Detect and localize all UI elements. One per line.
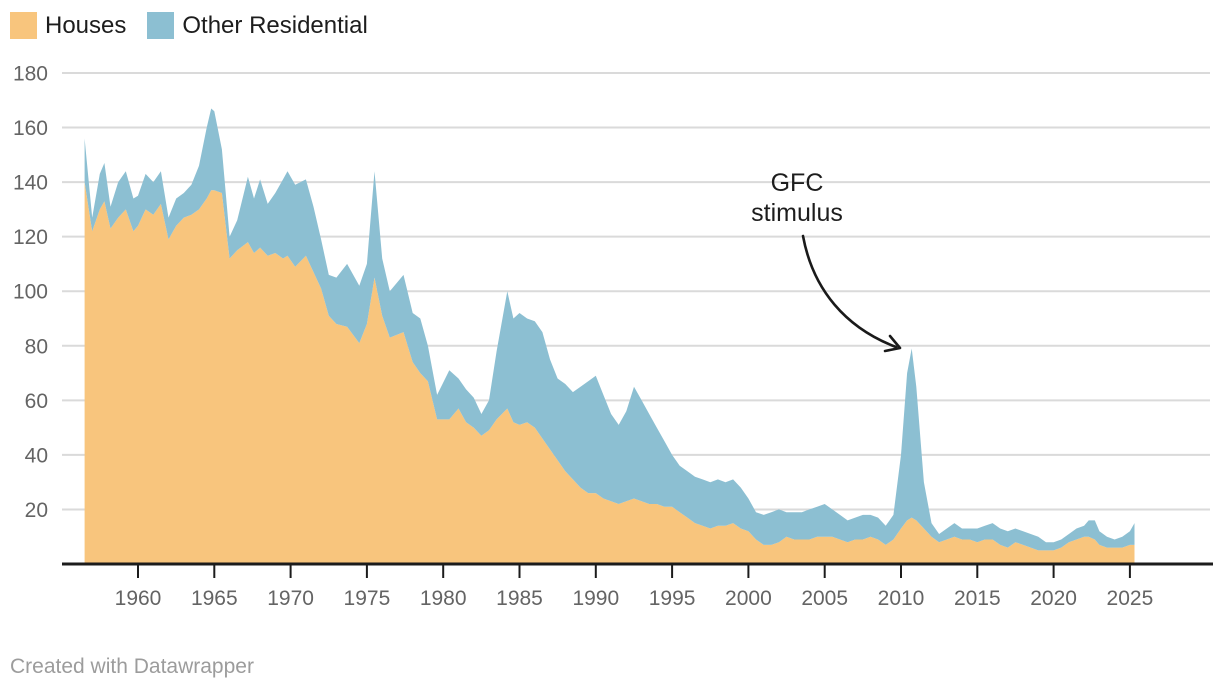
x-axis-tick-label: 1995 — [649, 587, 696, 610]
plot-area: 20 40 60 80 100 120 140 160 180 1960 1965 1970 1975 1… — [13, 63, 1213, 610]
gfc-annotation-arrowhead — [883, 334, 902, 353]
houses-swatch-icon — [10, 12, 37, 39]
y-axis-tick-label: 60 — [25, 390, 48, 413]
x-axis-tick-label: 1985 — [496, 587, 543, 610]
legend: Houses Other Residential — [10, 12, 368, 39]
x-axis-tick-label: 1965 — [191, 587, 238, 610]
x-axis-tick-label: 2015 — [954, 587, 1001, 610]
y-axis-tick-label: 120 — [13, 226, 48, 249]
stacked-area-chart: 20 40 60 80 100 120 140 160 180 1960 1965 1970 1975 1… — [13, 63, 1213, 610]
y-axis-tick-label: 100 — [13, 281, 48, 304]
other-residential-swatch-icon — [147, 12, 175, 39]
x-axis-tick-label: 2020 — [1030, 587, 1077, 610]
x-axis-tick-label: 1970 — [267, 587, 314, 610]
x-axis-tick-label: 2005 — [801, 587, 848, 610]
other-residential-area[interactable] — [84, 108, 1135, 551]
x-axis-tick-label: 1975 — [344, 587, 391, 610]
y-axis-tick-label: 140 — [13, 172, 48, 195]
houses-area[interactable] — [84, 182, 1135, 563]
gfc-annotation-arrow — [801, 234, 898, 349]
datawrapper-credit-link[interactable]: Created with Datawrapper — [10, 655, 254, 678]
x-axis-tick-label: 1960 — [115, 587, 162, 610]
legend-item-houses: Houses — [10, 12, 126, 39]
legend-item-other-residential: Other Residential — [147, 12, 368, 39]
gfc-annotation-line1: GFC — [771, 169, 824, 197]
y-axis-tick-label: 40 — [25, 444, 48, 467]
x-axis-tick-label: 2025 — [1107, 587, 1154, 610]
y-axis-tick-label: 20 — [25, 499, 48, 522]
y-axis-tick-label: 160 — [13, 117, 48, 140]
gfc-annotation: GFC stimulus — [751, 169, 902, 353]
gfc-annotation-line2: stimulus — [751, 199, 843, 227]
x-axis-tick-label: 1980 — [420, 587, 467, 610]
x-axis-tick-label: 2010 — [878, 587, 925, 610]
x-axis-tick-label: 2000 — [725, 587, 772, 610]
y-axis-tick-label: 80 — [25, 335, 48, 358]
legend-label-other-residential: Other Residential — [182, 12, 368, 39]
x-axis-tick-label: 1990 — [572, 587, 619, 610]
legend-label-houses: Houses — [45, 12, 127, 39]
y-axis-tick-label: 180 — [13, 63, 48, 86]
